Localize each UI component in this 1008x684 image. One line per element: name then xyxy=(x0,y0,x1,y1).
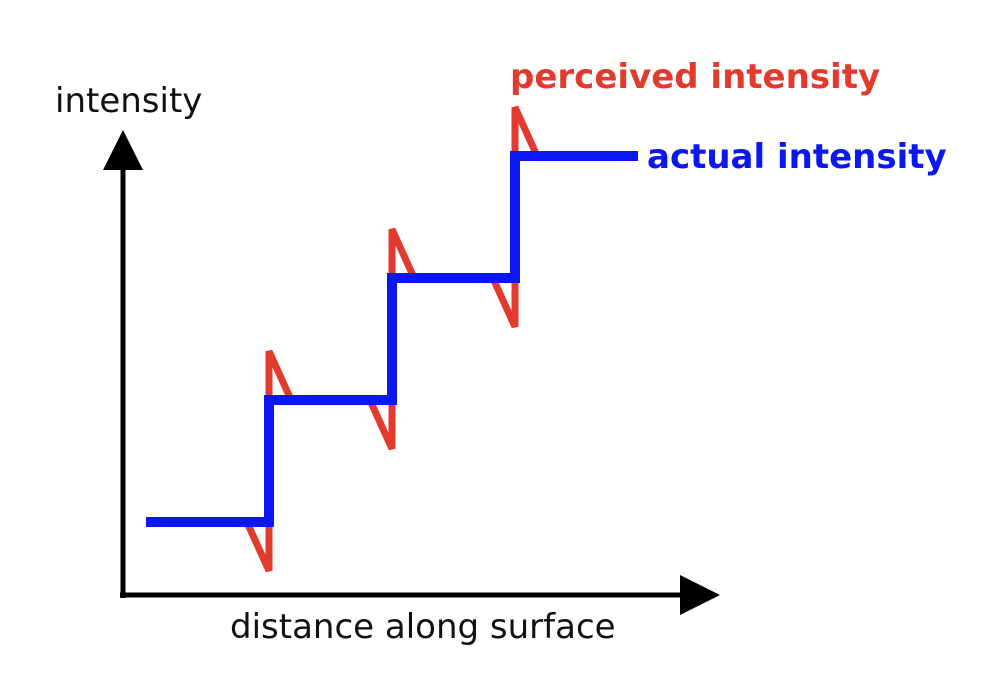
actual-intensity-line xyxy=(146,151,638,527)
perceived-intensity-label: perceived intensity xyxy=(510,57,880,97)
actual-intensity-label: actual intensity xyxy=(647,137,947,177)
y-axis-label: intensity xyxy=(55,81,202,121)
x-axis-label: distance along surface xyxy=(230,607,616,647)
